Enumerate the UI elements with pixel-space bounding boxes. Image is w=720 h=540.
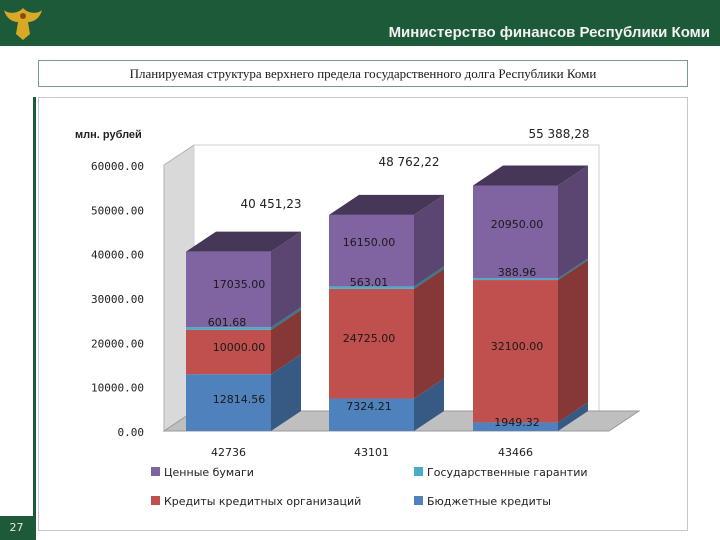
bar-side-budget_credits xyxy=(271,354,301,431)
bar-segment-bank_credits xyxy=(329,288,414,399)
bar-side-securities xyxy=(558,165,588,279)
legend-swatch-budget_credits xyxy=(414,496,423,505)
bar-segment-budget_credits xyxy=(329,398,414,431)
legend-label-state_guarantees: Государственные гарантии xyxy=(427,466,588,479)
legend-label-securities: Ценные бумаги xyxy=(164,466,254,479)
bar-segment-state_guarantees xyxy=(473,278,558,281)
bar-side-bank_credits xyxy=(271,309,301,375)
legend-label-bank_credits: Кредиты кредитных организаций xyxy=(164,495,361,508)
bar-top xyxy=(329,194,444,215)
komi-crest-icon xyxy=(0,0,46,46)
total-label: 40 451,23 xyxy=(240,197,301,211)
bar-side-bank_credits xyxy=(414,268,444,399)
total-label: 55 388,28 xyxy=(528,127,589,141)
bar-segment-securities xyxy=(473,185,558,279)
y-tick-label: 10000.00 xyxy=(91,382,144,395)
bar-segment-securities xyxy=(329,214,414,287)
data-label-securities: 20950.00 xyxy=(491,218,544,231)
y-tick-label: 50000.00 xyxy=(91,204,144,217)
legend-swatch-bank_credits xyxy=(151,496,160,505)
left-accent-line xyxy=(33,97,36,540)
bar-side-securities xyxy=(414,194,444,287)
y-tick-label: 20000.00 xyxy=(91,337,144,350)
y-tick-label: 30000.00 xyxy=(91,293,144,306)
data-label-state_guarantees: 601.68 xyxy=(208,316,247,329)
x-tick-label: 42736 xyxy=(211,446,246,459)
bar-top xyxy=(473,165,588,186)
bar-top xyxy=(186,231,301,252)
legend-swatch-state_guarantees xyxy=(414,467,423,476)
y-tick-label: 40000.00 xyxy=(91,249,144,262)
data-label-bank_credits: 10000.00 xyxy=(213,341,266,354)
data-label-securities: 16150.00 xyxy=(343,236,396,249)
data-label-bank_credits: 24725.00 xyxy=(343,332,396,345)
bar-side-budget_credits xyxy=(558,402,588,431)
data-label-budget_credits: 7324.21 xyxy=(346,400,392,413)
bar-segment-state_guarantees xyxy=(186,327,271,330)
bar-side-state_guarantees xyxy=(414,266,444,289)
y-axis-unit-label: млн. рублей xyxy=(75,129,142,141)
y-tick-label: 60000.00 xyxy=(91,160,144,173)
data-label-securities: 17035.00 xyxy=(213,278,266,291)
data-label-bank_credits: 32100.00 xyxy=(491,340,544,353)
bar-side-state_guarantees xyxy=(271,307,301,330)
x-tick-label: 43101 xyxy=(354,446,389,459)
bar-segment-securities xyxy=(186,251,271,328)
bar-side-budget_credits xyxy=(414,378,444,431)
legend-label-budget_credits: Бюджетные кредиты xyxy=(427,495,551,508)
bar-side-securities xyxy=(271,231,301,328)
data-label-budget_credits: 12814.56 xyxy=(213,393,266,406)
x-tick-label: 43466 xyxy=(498,446,533,459)
ministry-title: Министерство финансов Республики Коми xyxy=(388,24,710,41)
slide-subtitle: Планируемая структура верхнего предела г… xyxy=(129,65,597,81)
debt-structure-chart: 0.00 10000.00 20000.00 30000.00 40000.00 5000… xyxy=(75,127,641,508)
bar-segment-bank_credits xyxy=(473,280,558,423)
bar-segment-bank_credits xyxy=(186,329,271,375)
bar-segment-state_guarantees xyxy=(329,286,414,289)
chart-frame: 0.00 10000.00 20000.00 30000.00 40000.00 5000… xyxy=(38,97,688,531)
bar-side-state_guarantees xyxy=(558,258,588,281)
data-label-state_guarantees: 388.96 xyxy=(498,266,537,279)
data-label-budget_credits: 1949.32 xyxy=(494,416,540,429)
bar-side-bank_credits xyxy=(558,260,588,423)
bar-segment-budget_credits xyxy=(473,422,558,431)
page-number: 27 xyxy=(0,516,33,540)
header-bar: Министерство финансов Республики Коми xyxy=(0,0,720,46)
total-label: 48 762,22 xyxy=(378,155,439,169)
data-label-state_guarantees: 563.01 xyxy=(350,276,389,289)
legend-swatch-securities xyxy=(151,467,160,476)
bar-segment-budget_credits xyxy=(186,374,271,431)
y-tick-label: 0.00 xyxy=(118,426,145,439)
slide-subtitle-box: Планируемая структура верхнего предела г… xyxy=(38,60,688,87)
